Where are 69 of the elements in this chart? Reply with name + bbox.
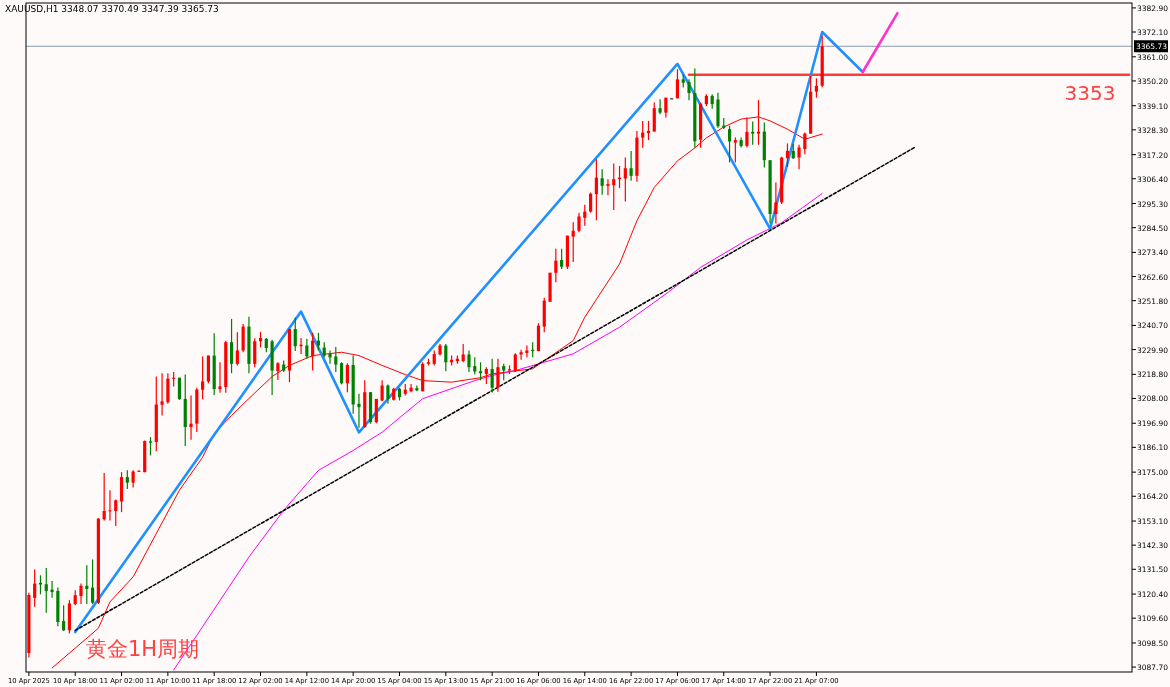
candlestick <box>751 120 755 146</box>
candlestick <box>490 358 494 394</box>
candlestick <box>577 212 581 233</box>
candlestick <box>345 362 349 393</box>
candlestick <box>137 469 141 473</box>
candlestick <box>675 68 680 99</box>
candlestick <box>583 204 587 227</box>
candlestick <box>229 318 234 374</box>
candlestick <box>79 582 83 605</box>
candlestick <box>85 564 89 605</box>
candlestick <box>785 142 790 168</box>
candlestick <box>189 394 193 441</box>
candlestick <box>641 120 645 149</box>
candlestick <box>218 361 222 394</box>
candlestick <box>774 181 778 224</box>
candlestick <box>293 316 297 352</box>
candlestick <box>467 349 471 373</box>
candlestick <box>658 98 662 115</box>
candlestick <box>311 332 315 372</box>
candlestick <box>44 567 48 614</box>
candlestick <box>525 344 529 358</box>
candlestick <box>386 383 390 405</box>
candlestick <box>114 498 118 527</box>
candlestick <box>629 150 633 182</box>
candlestick <box>201 355 205 400</box>
annotation: 3353 <box>1064 81 1116 105</box>
candlestick <box>478 361 483 381</box>
candlestick <box>461 343 465 363</box>
candlestick <box>652 101 656 133</box>
candlestick <box>91 558 95 605</box>
candlestick <box>588 191 593 214</box>
candlestick <box>160 372 164 417</box>
candlestick <box>496 358 500 393</box>
candlestick <box>166 372 170 405</box>
candlestick <box>600 168 604 196</box>
candlestick <box>253 337 257 368</box>
candlestick <box>102 472 106 521</box>
candlestick <box>594 158 598 221</box>
candlestick <box>334 346 338 373</box>
candlestick <box>814 77 819 99</box>
candlestick <box>357 393 361 429</box>
candlestick <box>554 248 558 283</box>
candlestick <box>339 361 344 385</box>
candlestick <box>687 78 691 101</box>
candlestick <box>33 568 37 608</box>
candlestick <box>612 162 616 211</box>
line-series <box>73 30 865 634</box>
candlestick <box>606 178 610 196</box>
candlestick <box>241 323 245 353</box>
candlestick <box>803 131 807 155</box>
candlestick <box>62 604 66 632</box>
candlestick <box>444 343 448 372</box>
candlestick <box>108 489 112 521</box>
candlestick <box>409 383 413 393</box>
candlestick <box>374 398 378 424</box>
candlestick <box>148 436 153 456</box>
candlestick <box>571 221 575 263</box>
candlestick <box>235 331 239 367</box>
candlestick <box>276 361 280 381</box>
candlestick <box>797 144 801 170</box>
candlestick <box>328 349 332 365</box>
chart-title: XAUUSD,H1 3348.07 3370.49 3347.39 3365.73 <box>5 4 219 14</box>
candlestick <box>560 248 564 270</box>
candlestick <box>623 156 627 203</box>
candlestick <box>125 469 129 490</box>
candlestick <box>513 352 517 373</box>
candlestick <box>733 136 737 164</box>
candlestick <box>727 125 732 164</box>
candlestick <box>50 580 54 599</box>
